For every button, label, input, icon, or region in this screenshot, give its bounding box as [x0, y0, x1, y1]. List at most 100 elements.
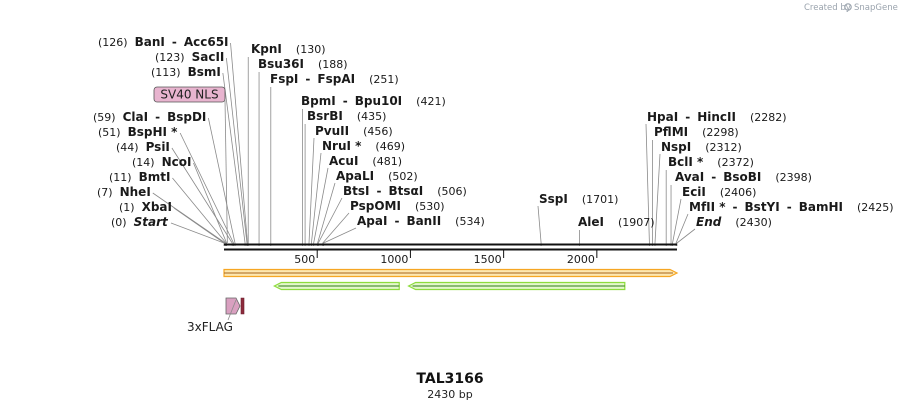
enzyme-name: AcuI [329, 154, 358, 168]
site-labels: (126) BanI - Acc65I(123) SacII (113) BsmI (59) C… [93, 35, 894, 229]
site-label: BclI * (2372) [668, 155, 754, 169]
site-position: (2298) [702, 126, 739, 139]
site-leader-line [676, 228, 696, 246]
enzyme-name: - [787, 200, 792, 214]
enzyme-name: ApaLI [336, 169, 374, 183]
enzyme-name: Bpu10I [355, 94, 402, 108]
site-label: (1) XbaI [119, 200, 172, 214]
enzyme-name: - [711, 170, 716, 184]
site-position: (251) [369, 73, 399, 86]
enzyme-name: KpnI [251, 42, 282, 56]
enzyme-name: BclI * [668, 155, 704, 169]
site-position: (534) [455, 215, 485, 228]
site-position: (2282) [750, 111, 787, 124]
site-position: (113) [151, 66, 181, 79]
enzyme-name: EciI [682, 185, 706, 199]
enzyme-name: HpaI [647, 110, 678, 124]
enzyme-name: NruI * [322, 139, 362, 153]
site-label: (123) SacII [155, 50, 224, 64]
site-position: (51) [98, 126, 121, 139]
enzyme-name: PspOMI [350, 199, 401, 213]
credit-text: Created by [804, 3, 851, 13]
enzyme-name: PvuII [315, 124, 349, 138]
enzyme-name: BtsαI [388, 184, 423, 198]
site-label: PflMI (2298) [654, 125, 739, 139]
credit-brand: SnapGene [854, 3, 898, 13]
site-position: (59) [93, 111, 116, 124]
enzyme-name: BanII [406, 214, 441, 228]
site-position: (11) [109, 171, 132, 184]
site-position: (44) [116, 141, 139, 154]
sv40-nls-label: SV40 NLS [160, 88, 218, 102]
site-label: ApaI - BanII (534) [357, 214, 485, 228]
site-label: (44) PsiI [116, 140, 170, 154]
site-position: (14) [132, 156, 155, 169]
enzyme-name: - [377, 184, 382, 198]
site-label: BpmI - Bpu10I (421) [301, 94, 446, 108]
enzyme-name: End [696, 215, 722, 229]
site-position: (530) [415, 200, 445, 213]
enzyme-name: BamHI [799, 200, 843, 214]
features: SV40 NLS 3xFLAG [153, 86, 679, 334]
site-label: PvuII (456) [315, 124, 393, 138]
site-label: PspOMI (530) [350, 199, 445, 213]
enzyme-name: - [305, 72, 310, 86]
site-position: (421) [416, 95, 446, 108]
tick-label: 1500 [474, 253, 502, 266]
site-label: BsrBI (435) [307, 109, 386, 123]
enzyme-name: ClaI [123, 110, 148, 124]
site-label: AvaI - BsoBI (2398) [675, 170, 812, 184]
tick-label: 2000 [567, 253, 595, 266]
nls-block [240, 297, 245, 315]
tick-label: 500 [294, 253, 315, 266]
site-leader-line [308, 137, 315, 246]
site-label: SspI (1701) [539, 192, 618, 206]
enzyme-name: NcoI [162, 155, 192, 169]
enzyme-name: HincII [697, 110, 736, 124]
site-position: (506) [437, 185, 467, 198]
site-position: (126) [98, 36, 128, 49]
enzyme-name: BstYI [745, 200, 780, 214]
site-leader-line [537, 205, 542, 246]
enzyme-name: XbaI [142, 200, 172, 214]
site-label: MfII * - BstYI - BamHI (2425) [689, 200, 894, 214]
tick-label: 1000 [380, 253, 408, 266]
site-label: (126) BanI - Acc65I [98, 35, 229, 49]
enzyme-name: - [685, 110, 690, 124]
sv40-nls-box [153, 86, 226, 103]
enzyme-name: FspAI [317, 72, 355, 86]
site-label: EciI (2406) [682, 185, 756, 199]
enzyme-name: MfII * [689, 200, 726, 214]
enzyme-name: ApaI [357, 214, 387, 228]
site-label: (59) ClaI - BspDI [93, 110, 206, 124]
enzyme-name: FspI [270, 72, 298, 86]
enzyme-name: BmtI [139, 170, 171, 184]
site-leader-line [322, 212, 350, 246]
site-label: BtsI - BtsαI (506) [343, 184, 467, 198]
enzyme-name: BsmI [188, 65, 221, 79]
site-position: (130) [296, 43, 326, 56]
enzyme-name: - [343, 94, 348, 108]
site-position: (1) [119, 201, 135, 214]
enzyme-name: NheI [120, 185, 151, 199]
site-leader-line [672, 198, 682, 246]
site-position: (0) [111, 216, 127, 229]
enzyme-name: Start [134, 215, 169, 229]
site-leader-line [654, 153, 661, 246]
3xflag-arrow [225, 297, 241, 315]
ruler-ticks: 500 1000 1500 2000 [294, 250, 598, 266]
site-position: (2430) [735, 216, 772, 229]
enzyme-name: - [155, 110, 160, 124]
site-label: AleI (1907) [578, 215, 655, 229]
site-label: HpaI - HincII (2282) [647, 110, 787, 124]
enzyme-name: PsiI [146, 140, 170, 154]
enzyme-name: BpmI [301, 94, 336, 108]
site-leader-line [317, 197, 343, 246]
enzyme-name: AvaI [675, 170, 704, 184]
site-label: End (2430) [696, 215, 772, 229]
enzyme-name: Bsu36I [258, 57, 304, 71]
site-label: FspI - FspAI (251) [270, 72, 399, 86]
site-label: AcuI (481) [329, 154, 402, 168]
site-position: (7) [97, 186, 113, 199]
enzyme-name: AleI [578, 215, 604, 229]
